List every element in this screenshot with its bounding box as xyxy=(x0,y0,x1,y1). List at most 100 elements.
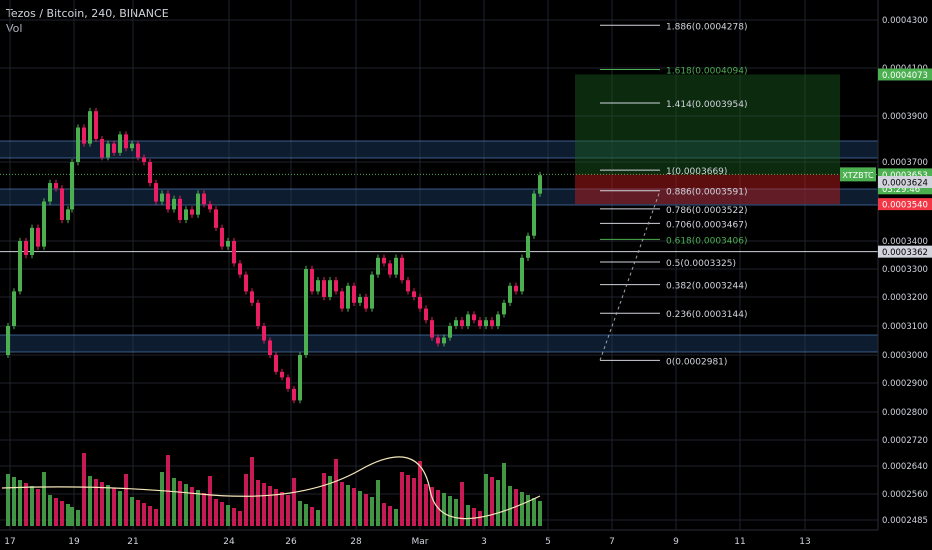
candle xyxy=(94,111,98,139)
volume-bar xyxy=(130,497,134,526)
fib-level-label: 0(0.0002981) xyxy=(666,357,727,367)
volume-bar xyxy=(36,489,40,526)
candle xyxy=(148,162,152,184)
symbol-tag xyxy=(840,167,876,182)
time-tick-label: 19 xyxy=(68,537,80,547)
volume-bar xyxy=(124,474,128,526)
volume-bar xyxy=(6,474,10,526)
volume-bar xyxy=(388,506,392,526)
volume-bar xyxy=(250,457,254,526)
volume-bar xyxy=(502,463,506,526)
candle xyxy=(48,183,52,202)
volume-bar xyxy=(382,503,386,526)
volume-bar xyxy=(478,511,482,526)
time-tick-label: 13 xyxy=(799,537,810,547)
volume-bar xyxy=(532,498,536,526)
candle xyxy=(30,227,34,255)
volume-bar xyxy=(154,509,158,526)
candle xyxy=(502,302,506,315)
volume-bar xyxy=(88,476,92,526)
candle xyxy=(436,337,440,344)
time-tick-label: 17 xyxy=(4,537,15,547)
candle xyxy=(460,320,464,326)
candle xyxy=(160,193,164,202)
candle xyxy=(208,204,212,210)
candle xyxy=(478,320,482,326)
volume-bar xyxy=(268,486,272,526)
price-tick-label: 0.0003000 xyxy=(882,351,928,361)
volume-bar xyxy=(76,510,80,526)
volume-bar xyxy=(106,485,110,526)
volume-bar xyxy=(376,480,380,526)
candle xyxy=(370,274,374,309)
candle xyxy=(298,355,302,401)
candle xyxy=(70,162,74,210)
volume-bar xyxy=(232,508,236,526)
volume-bar xyxy=(214,499,218,526)
volume-bar xyxy=(322,473,326,526)
price-tick-label: 0.0003200 xyxy=(882,293,928,303)
volume-bar xyxy=(424,484,428,526)
candle xyxy=(538,175,542,194)
chart-title: Tezos / Bitcoin, 240, BINANCE xyxy=(6,7,169,20)
volume-bar xyxy=(30,486,34,526)
fib-level-label: 1(0.0003669) xyxy=(666,167,727,177)
candle xyxy=(136,143,140,158)
candle xyxy=(24,241,28,255)
volume-bar xyxy=(526,495,530,526)
time-tick-label: Mar xyxy=(412,537,429,547)
volume-bar xyxy=(82,453,86,526)
candle xyxy=(262,326,266,341)
candle xyxy=(250,291,254,303)
candle xyxy=(400,257,404,281)
candle xyxy=(490,320,494,326)
candle xyxy=(514,285,518,292)
volume-bar xyxy=(136,500,140,526)
candle xyxy=(220,227,224,247)
fib-level-label: 1.886(0.0004278) xyxy=(666,22,747,32)
volume-bar xyxy=(226,505,230,526)
volume-bar xyxy=(352,488,356,526)
stop-zone xyxy=(575,174,840,205)
volume-bar xyxy=(412,478,416,526)
candle xyxy=(82,127,86,144)
price-tick-label: 0.0003100 xyxy=(882,322,928,332)
volume-bar xyxy=(406,475,410,526)
candle xyxy=(292,388,296,401)
candle xyxy=(244,274,248,292)
fib-level-label: 0.382(0.0003244) xyxy=(666,282,747,292)
time-tick-label: 9 xyxy=(673,537,679,547)
volume-bar xyxy=(430,487,434,526)
candle xyxy=(352,285,356,303)
candle xyxy=(124,134,128,149)
volume-bar xyxy=(172,478,176,526)
volume-bar xyxy=(244,474,248,526)
candle xyxy=(496,314,500,326)
candle xyxy=(520,257,524,292)
time-tick-label: 24 xyxy=(223,537,235,547)
time-tick-label: 3 xyxy=(481,537,487,547)
price-tick-label: 0.0003700 xyxy=(882,158,928,168)
price-tag xyxy=(878,68,932,81)
volume-bar xyxy=(142,503,146,526)
candle xyxy=(18,241,22,292)
volume-bar xyxy=(490,477,494,526)
candle xyxy=(42,201,46,247)
candle xyxy=(526,235,530,258)
candle xyxy=(214,209,218,228)
volume-bar xyxy=(160,472,164,526)
candle xyxy=(334,280,338,292)
volume-bar xyxy=(42,472,46,526)
candle xyxy=(532,193,536,236)
fib-level-label: 0.706(0.0003467) xyxy=(666,220,747,230)
candle xyxy=(508,285,512,303)
candle xyxy=(376,257,380,275)
volume-bar xyxy=(60,501,64,526)
price-tag-label: 0.0003540 xyxy=(882,201,928,211)
price-tag-label: 0.0004073 xyxy=(882,71,928,81)
volume-bar xyxy=(118,491,122,526)
volume-bar xyxy=(520,492,524,526)
candle xyxy=(442,337,446,344)
candle xyxy=(454,320,458,326)
